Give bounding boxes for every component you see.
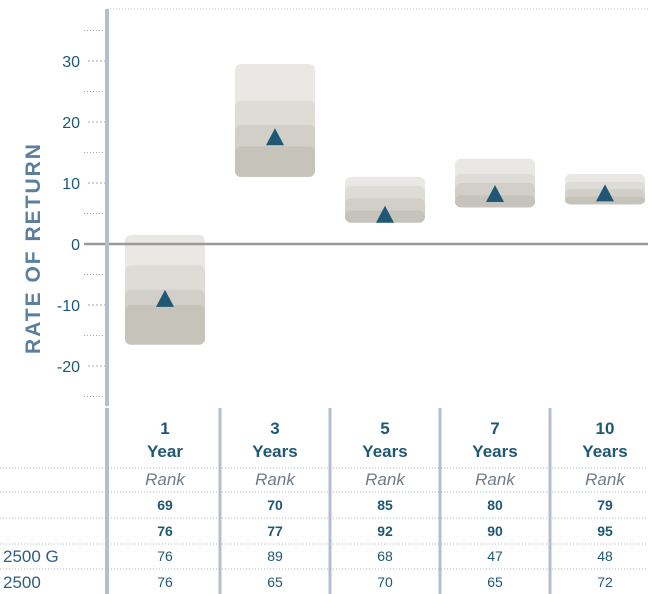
table-cell: 80 (487, 497, 503, 513)
table-cell: 70 (377, 574, 393, 590)
box-band (125, 305, 205, 345)
table-cell: 76 (157, 548, 173, 564)
median-marker (156, 289, 174, 307)
period-word: Years (252, 442, 297, 461)
rank-table: 1 Year Rank 3 Years Rank 5 Years Rank 7 Years Rank 1… (0, 408, 648, 594)
table-cell: 85 (377, 497, 393, 513)
table-cell: 92 (377, 523, 393, 539)
period-number: 5 (380, 419, 389, 438)
period-number: 1 (160, 419, 169, 438)
period-number: 3 (270, 419, 279, 438)
tick-label: -10 (57, 298, 80, 315)
period-word: Years (582, 442, 627, 461)
period-word: Years (472, 442, 517, 461)
rank-label: Rank (145, 470, 186, 489)
period-number: 10 (596, 419, 615, 438)
row-label: 2500 (3, 573, 41, 592)
table-cell: 89 (267, 548, 283, 564)
rank-label: Rank (585, 470, 626, 489)
median-marker (376, 205, 394, 223)
table-cell: 65 (487, 574, 503, 590)
table-cell: 90 (487, 523, 503, 539)
median-marker (266, 128, 284, 146)
period-word: Year (147, 442, 183, 461)
table-cell: 79 (597, 497, 613, 513)
table-cell: 95 (597, 523, 613, 539)
table-cell: 69 (157, 497, 173, 513)
table-cell: 72 (597, 574, 613, 590)
table-cell: 68 (377, 548, 393, 564)
rank-label: Rank (365, 470, 406, 489)
row-label: 2500 G (3, 547, 59, 566)
tick-label: 20 (62, 115, 80, 132)
table-cell: 70 (267, 497, 283, 513)
rank-label: Rank (475, 470, 516, 489)
y-axis-label: RATE OF RETURN (22, 142, 45, 354)
table-cell: 76 (157, 574, 173, 590)
table-cell: 65 (267, 574, 283, 590)
box-1 (235, 64, 315, 177)
box-0 (125, 234, 205, 345)
table-cell: 77 (267, 523, 283, 539)
table-cell: 76 (157, 523, 173, 539)
box-2 (345, 176, 425, 223)
median-marker (596, 184, 614, 202)
tick-label: -20 (57, 359, 80, 376)
plot-area: 30 20 10 0 -10 -20 (57, 8, 648, 406)
tick-label: 10 (62, 176, 80, 193)
box-3 (455, 158, 535, 208)
median-marker (486, 184, 504, 202)
table-cell: 48 (597, 548, 613, 564)
tick-label: 30 (62, 54, 80, 71)
box-band (235, 146, 315, 177)
box-4 (565, 173, 645, 205)
period-number: 7 (490, 419, 499, 438)
rank-label: Rank (255, 470, 296, 489)
period-word: Years (362, 442, 407, 461)
tick-label: 0 (71, 237, 80, 254)
table-cell: 47 (487, 548, 503, 564)
